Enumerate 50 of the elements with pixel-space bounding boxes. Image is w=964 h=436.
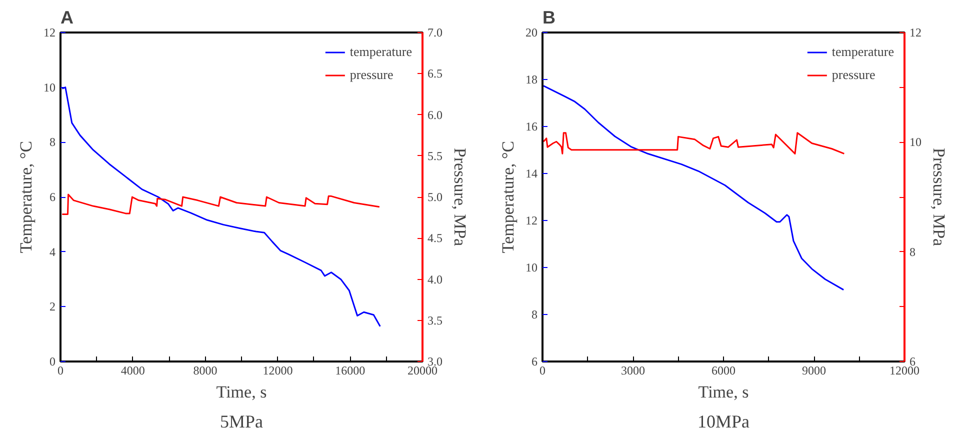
x-tick-label: 16000 <box>335 364 366 378</box>
y-tick-label: 10 <box>526 260 538 274</box>
x-tick-label: 3000 <box>621 364 645 378</box>
x-tick-label: 4000 <box>120 364 145 378</box>
y2-tick-label: 10 <box>910 135 922 150</box>
x-tick-label: 12000 <box>262 364 293 378</box>
line-series <box>542 132 845 154</box>
y-tick-label: 12 <box>526 214 538 228</box>
y-tick-label: 16 <box>526 120 538 134</box>
text: 10MPa <box>698 412 750 432</box>
y2-tick-label: 6.0 <box>428 108 442 122</box>
y-tick-label: 2 <box>50 300 56 314</box>
y-tick-label: 8 <box>50 135 56 150</box>
y-tick-label: 12 <box>44 26 56 40</box>
x-tick-label: 9000 <box>802 364 826 378</box>
y-tick-label: 6 <box>50 190 56 204</box>
legend-label: temperature <box>832 44 894 60</box>
y2-tick-label: 3.5 <box>428 313 442 328</box>
x-axis-title: Time, s <box>216 382 267 402</box>
y2-tick-label: 6.5 <box>428 66 442 81</box>
legend-label: pressure <box>832 67 876 83</box>
y2-tick-label: 8 <box>910 244 916 259</box>
y-tick-label: 6 <box>532 354 538 368</box>
chart-title: A <box>60 8 74 28</box>
y-tick-label: 10 <box>44 80 56 94</box>
y2-axis-title: Pressure, MPa <box>450 148 470 247</box>
y-axis-title: Temperature, °C <box>498 140 518 254</box>
y-tick-label: 14 <box>526 166 538 180</box>
line-series <box>61 194 380 216</box>
y2-axis-title: Pressure, MPa <box>930 148 948 247</box>
y-axis-title: Temperature, °C <box>16 140 36 254</box>
legend-label: pressure <box>350 67 394 83</box>
y2-tick-label: 4.5 <box>428 231 442 246</box>
y-tick-label: 20 <box>526 26 538 40</box>
y2-tick-label: 12 <box>910 26 922 40</box>
y-tick-label: 0 <box>50 354 56 368</box>
x-tick-label: 8000 <box>193 364 218 378</box>
x-axis-title: Time, s <box>698 382 749 402</box>
y2-tick-label: 5.0 <box>428 190 442 204</box>
y-tick-label: 8 <box>532 308 538 322</box>
x-tick-label: 6000 <box>712 364 736 378</box>
text: 5MPa <box>220 412 264 432</box>
chart-title: B <box>542 8 556 28</box>
y-tick-label: 18 <box>526 72 538 86</box>
y-tick-label: 4 <box>50 244 56 259</box>
y2-tick-label: 5.5 <box>428 148 442 163</box>
y2-tick-label: 4.0 <box>428 272 442 286</box>
legend-label: temperature <box>350 44 412 60</box>
line-series <box>542 85 844 291</box>
y2-tick-label: 7.0 <box>428 26 442 40</box>
